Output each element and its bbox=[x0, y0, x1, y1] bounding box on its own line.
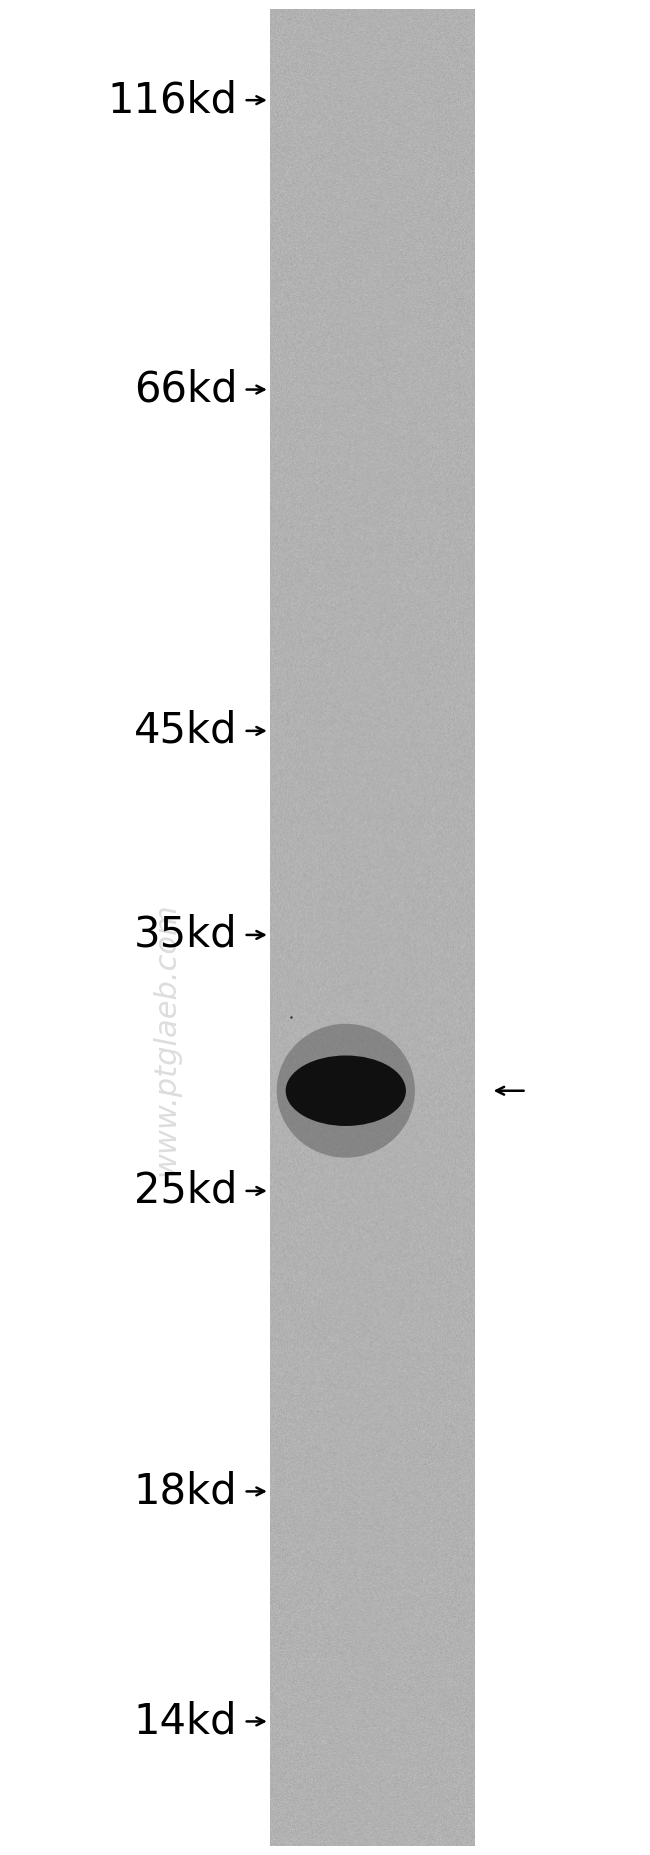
Text: www.ptglaeb.com: www.ptglaeb.com bbox=[151, 902, 180, 1176]
Text: 45kd: 45kd bbox=[134, 710, 237, 751]
Text: 18kd: 18kd bbox=[134, 1471, 237, 1512]
Ellipse shape bbox=[277, 1024, 415, 1158]
Text: 14kd: 14kd bbox=[134, 1701, 237, 1742]
Text: 116kd: 116kd bbox=[107, 80, 237, 121]
Ellipse shape bbox=[286, 1055, 406, 1126]
Text: 35kd: 35kd bbox=[134, 915, 237, 955]
Text: 66kd: 66kd bbox=[134, 369, 237, 410]
Text: 25kd: 25kd bbox=[134, 1171, 237, 1211]
